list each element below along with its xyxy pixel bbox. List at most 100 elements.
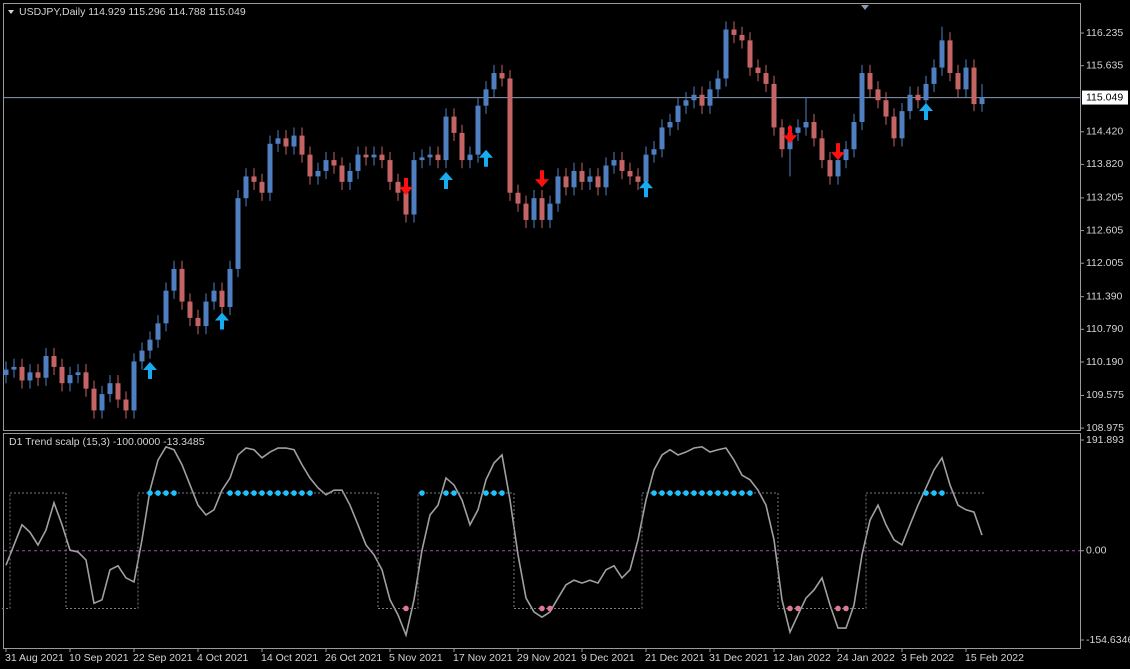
y-tick-label: 112.605 bbox=[1086, 224, 1123, 236]
candle-body bbox=[307, 154, 313, 177]
candle-body bbox=[91, 388, 97, 411]
signal-dot bbox=[299, 490, 305, 496]
candle-body bbox=[67, 375, 73, 384]
candle-body bbox=[539, 198, 545, 220]
candle-body bbox=[891, 116, 897, 139]
candle-body bbox=[27, 372, 33, 381]
candle-body bbox=[411, 160, 417, 215]
candle-body bbox=[291, 135, 297, 147]
candle-body bbox=[451, 116, 457, 133]
candle-body bbox=[859, 73, 865, 122]
candle-body bbox=[963, 67, 969, 90]
signal-dot bbox=[267, 490, 273, 496]
y-tick-label: 108.975 bbox=[1086, 422, 1124, 434]
candle-body bbox=[35, 372, 41, 378]
signal-dot bbox=[787, 605, 793, 612]
signal-dot bbox=[291, 490, 297, 496]
signal-dot bbox=[227, 490, 233, 496]
up-arrow bbox=[919, 102, 933, 120]
signal-dot bbox=[259, 490, 265, 496]
y-tick-label: 110.790 bbox=[1086, 323, 1123, 335]
x-tick-label: 5 Nov 2021 bbox=[389, 652, 443, 664]
candle-body bbox=[667, 121, 673, 128]
candle-body bbox=[715, 78, 721, 90]
candle-body bbox=[803, 121, 809, 128]
candle-body bbox=[547, 203, 553, 220]
candle-body bbox=[835, 160, 841, 177]
candle-body bbox=[651, 149, 657, 155]
signal-dot bbox=[923, 490, 929, 496]
candle-body bbox=[699, 94, 705, 106]
up-arrow bbox=[215, 312, 229, 330]
candle-body bbox=[403, 192, 409, 215]
x-tick-label: 31 Aug 2021 bbox=[5, 652, 64, 664]
candle-body bbox=[555, 176, 561, 204]
candle-body bbox=[875, 89, 881, 101]
y-tick-label: 116.235 bbox=[1086, 27, 1123, 39]
signal-dot bbox=[835, 605, 841, 612]
signal-dot bbox=[251, 490, 257, 496]
signal-dot bbox=[795, 605, 801, 612]
x-tick-label: 12 Jan 2022 bbox=[773, 652, 831, 664]
x-tick-label: 3 Feb 2022 bbox=[901, 652, 954, 664]
y-tick-label: 111.390 bbox=[1086, 290, 1123, 302]
candle-body bbox=[563, 176, 569, 188]
x-tick-label: 24 Jan 2022 bbox=[837, 652, 895, 664]
candle-body bbox=[619, 160, 625, 171]
signal-dot bbox=[307, 490, 313, 496]
candle-body bbox=[819, 138, 825, 161]
candle-body bbox=[955, 73, 961, 90]
candle-body bbox=[843, 149, 849, 161]
candle-body bbox=[595, 176, 601, 188]
candle-body bbox=[779, 127, 785, 150]
chart-title: USDJPY,Daily 114.929 115.296 114.788 115… bbox=[19, 6, 246, 18]
candle-body bbox=[51, 355, 57, 367]
candle-body bbox=[795, 127, 801, 133]
candle-body bbox=[267, 143, 273, 193]
up-arrow bbox=[479, 149, 493, 167]
x-tick-label: 29 Nov 2021 bbox=[517, 652, 577, 664]
shift-marker[interactable] bbox=[861, 5, 869, 10]
candle-body bbox=[147, 339, 153, 351]
signal-dot bbox=[691, 490, 697, 496]
candle-body bbox=[979, 97, 985, 105]
candle-body bbox=[643, 154, 649, 182]
candle-body bbox=[467, 154, 473, 161]
candle-body bbox=[515, 192, 521, 204]
candle-body bbox=[587, 176, 593, 182]
indicator-line bbox=[5, 445, 983, 638]
candle-body bbox=[531, 198, 537, 220]
panel-menu-icon[interactable] bbox=[8, 10, 14, 14]
candle-body bbox=[155, 323, 161, 340]
y-tick-label: 110.190 bbox=[1086, 356, 1123, 368]
candle-body bbox=[499, 73, 505, 79]
x-tick-label: 21 Dec 2021 bbox=[645, 652, 705, 664]
x-tick-label: 4 Oct 2021 bbox=[197, 652, 249, 664]
y-tick-label: 112.005 bbox=[1086, 257, 1123, 269]
down-arrow bbox=[399, 177, 413, 195]
y-tick-label: 191.893 bbox=[1086, 434, 1124, 446]
candle-body bbox=[923, 83, 929, 101]
y-tick-label: 113.820 bbox=[1086, 158, 1123, 170]
candle-body bbox=[579, 170, 585, 182]
candle-body bbox=[339, 165, 345, 182]
candle-body bbox=[899, 111, 905, 139]
candle-body bbox=[379, 154, 385, 161]
signal-dot bbox=[483, 490, 489, 496]
candle-body bbox=[19, 366, 25, 381]
candle-body bbox=[603, 165, 609, 188]
candle-body bbox=[355, 154, 361, 171]
candle-body bbox=[163, 290, 169, 324]
signal-dot bbox=[403, 605, 409, 612]
candle-body bbox=[115, 383, 121, 400]
candle-body bbox=[187, 301, 193, 318]
candle-body bbox=[251, 176, 257, 182]
candle-body bbox=[763, 73, 769, 84]
candle-body bbox=[131, 361, 137, 411]
signal-dot bbox=[283, 490, 289, 496]
candle-body bbox=[43, 355, 49, 378]
candle-body bbox=[507, 78, 513, 193]
